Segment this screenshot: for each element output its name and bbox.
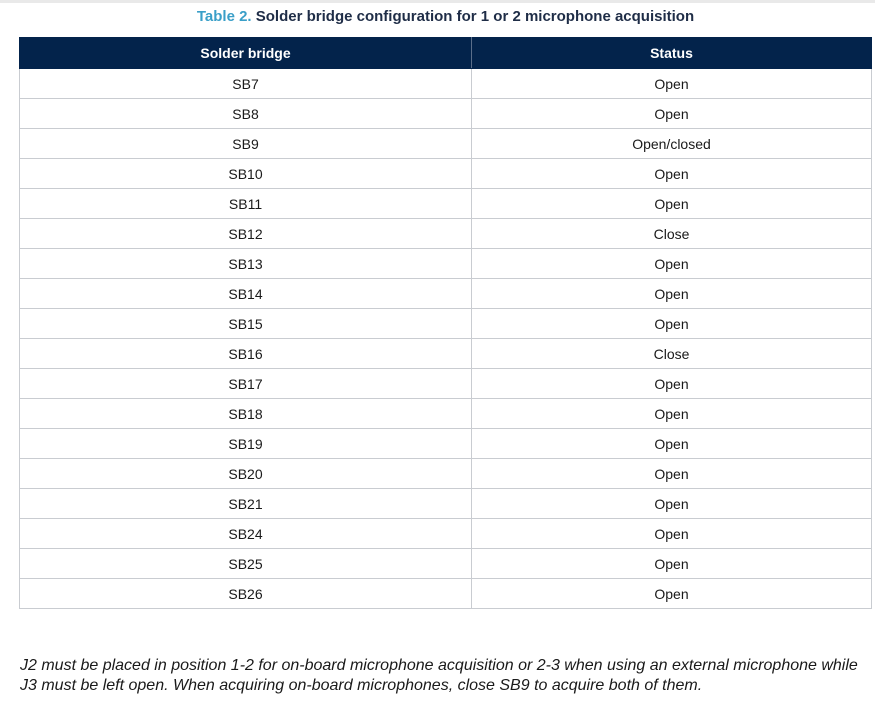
status-cell: Close — [471, 218, 872, 249]
status-cell: Open — [471, 368, 872, 399]
status-cell: Open — [471, 248, 872, 279]
status-cell: Open — [471, 98, 872, 129]
column-header-status: Status — [471, 37, 872, 69]
solder-bridge-cell: SB13 — [19, 248, 472, 279]
table-row: SB12 Close — [19, 218, 872, 249]
status-cell: Open — [471, 578, 872, 609]
table-row: SB14 Open — [19, 278, 872, 309]
solder-bridge-cell: SB16 — [19, 338, 472, 369]
column-header-solder-bridge: Solder bridge — [19, 37, 472, 69]
status-cell: Open — [471, 278, 872, 309]
status-cell: Open — [471, 458, 872, 489]
status-cell: Close — [471, 338, 872, 369]
solder-bridge-cell: SB20 — [19, 458, 472, 489]
solder-bridge-cell: SB7 — [19, 68, 472, 99]
top-divider — [0, 0, 875, 3]
status-cell: Open — [471, 308, 872, 339]
table-row: SB24 Open — [19, 518, 872, 549]
table-number: Table 2. — [196, 8, 252, 25]
table-row: SB18 Open — [19, 398, 872, 429]
table-row: SB7 Open — [19, 68, 872, 99]
table-title: Solder bridge configuration for 1 or 2 m… — [255, 8, 695, 25]
solder-bridge-cell: SB21 — [19, 488, 472, 519]
table-header-row: Solder bridge Status — [19, 37, 872, 69]
solder-bridge-cell: SB14 — [19, 278, 472, 309]
solder-bridge-cell: SB10 — [19, 158, 472, 189]
table-body: SB7 Open SB8 Open SB9 Open/closed SB10 Open … — [19, 68, 872, 609]
table-row: SB16 Close — [19, 338, 872, 369]
table-row: SB9 Open/closed — [19, 128, 872, 159]
status-cell: Open — [471, 158, 872, 189]
status-cell: Open — [471, 398, 872, 429]
solder-bridge-cell: SB24 — [19, 518, 472, 549]
table-row: SB13 Open — [19, 248, 872, 279]
solder-bridge-cell: SB8 — [19, 98, 472, 129]
table-row: SB10 Open — [19, 158, 872, 189]
table-row: SB26 Open — [19, 578, 872, 609]
status-cell: Open — [471, 428, 872, 459]
solder-bridge-cell: SB19 — [19, 428, 472, 459]
solder-bridge-cell: SB12 — [19, 218, 472, 249]
status-cell: Open — [471, 548, 872, 579]
table-row: SB20 Open — [19, 458, 872, 489]
table-row: SB21 Open — [19, 488, 872, 519]
solder-bridge-cell: SB18 — [19, 398, 472, 429]
solder-bridge-table: Solder bridge Status SB7 Open SB8 Open SB9… — [19, 37, 872, 609]
status-cell: Open/closed — [471, 128, 872, 159]
solder-bridge-cell: SB9 — [19, 128, 472, 159]
configuration-note: J2 must be placed in position 1-2 for on… — [20, 657, 858, 694]
table-caption: Table 2. Solder bridge configuration for… — [0, 7, 875, 27]
solder-bridge-cell: SB11 — [19, 188, 472, 219]
status-cell: Open — [471, 488, 872, 519]
status-cell: Open — [471, 68, 872, 99]
solder-bridge-cell: SB25 — [19, 548, 472, 579]
status-cell: Open — [471, 188, 872, 219]
solder-bridge-cell: SB26 — [19, 578, 472, 609]
solder-bridge-cell: SB17 — [19, 368, 472, 399]
table-row: SB15 Open — [19, 308, 872, 339]
table-row: SB17 Open — [19, 368, 872, 399]
table-row: SB8 Open — [19, 98, 872, 129]
table-row: SB11 Open — [19, 188, 872, 219]
table-row: SB25 Open — [19, 548, 872, 579]
status-cell: Open — [471, 518, 872, 549]
table-row: SB19 Open — [19, 428, 872, 459]
solder-bridge-cell: SB15 — [19, 308, 472, 339]
